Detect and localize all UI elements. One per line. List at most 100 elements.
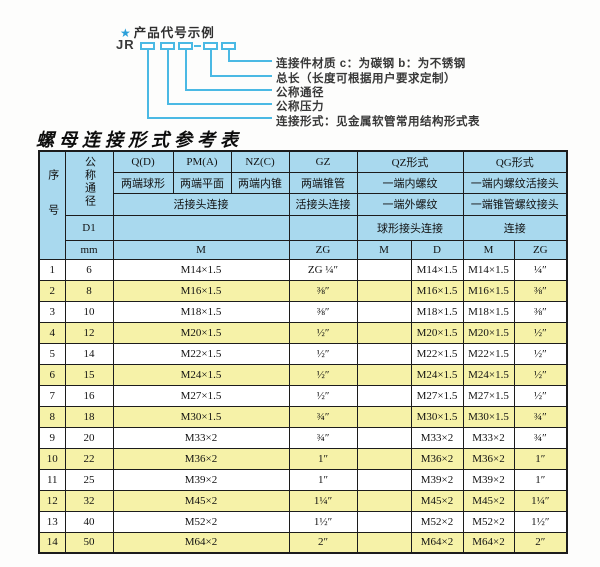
label-total-length: 总长（长度可根据用户要求定制） xyxy=(276,73,456,85)
cell-qg-zg: ½″ xyxy=(513,342,568,365)
cell-seq: 11 xyxy=(38,468,66,491)
header-unit-m-qz: M xyxy=(356,239,412,260)
nut-connection-reference-table: 序号 公称通径 Q(D) PM(A) NZ(C) GZ QZ形式 QG形式 两端… xyxy=(38,150,569,554)
cell-qz-m xyxy=(356,279,412,302)
connector-line-5 xyxy=(147,49,272,119)
cell-qz-m xyxy=(356,342,412,365)
header-external-thread-qz: 一端外螺纹 xyxy=(356,192,464,216)
cell-seq: 4 xyxy=(38,321,66,344)
header-nominal-diameter: 公称通径 xyxy=(64,150,114,216)
cell-qg-m: M18×1.5 xyxy=(462,300,515,323)
cell-gz-zg: ZG ¼″ xyxy=(288,258,358,281)
header-union-joint-gz: 活接头连接 xyxy=(288,192,358,216)
header-unit-d-qz: D xyxy=(410,239,464,260)
cell-gz-zg: 1¼″ xyxy=(288,489,358,512)
cell-qg-m: M52×2 xyxy=(462,510,515,533)
cell-m-thread: M18×1.5 xyxy=(112,300,290,323)
table-row: 13 40 M52×2 1½″ M52×2 M52×2 1½″ xyxy=(38,510,568,533)
cell-qg-m: M27×1.5 xyxy=(462,384,515,407)
cell-mm: 20 xyxy=(64,426,114,449)
cell-qg-zg: 1¼″ xyxy=(513,489,568,512)
cell-qz-m xyxy=(356,531,412,554)
cell-qg-m: M24×1.5 xyxy=(462,363,515,386)
cell-mm: 15 xyxy=(64,363,114,386)
label-nominal-diameter: 公称通径 xyxy=(276,87,324,99)
cell-seq: 6 xyxy=(38,363,66,386)
label-connector-material: 连接件材质 c：为碳钢 b：为不锈钢 xyxy=(276,58,466,70)
cell-m-thread: M36×2 xyxy=(112,447,290,470)
table-row: 1 6 M14×1.5 ZG ¼″ M14×1.5 M14×1.5 ¼″ xyxy=(38,258,568,281)
cell-m-thread: M14×1.5 xyxy=(112,258,290,281)
cell-qg-m: M14×1.5 xyxy=(462,258,515,281)
cell-qz-m xyxy=(356,489,412,512)
table-row: 12 32 M45×2 1¼″ M45×2 M45×2 1¼″ xyxy=(38,489,568,512)
cell-seq: 14 xyxy=(38,531,66,554)
cell-gz-zg: 1″ xyxy=(288,468,358,491)
header-ends-qz: 一端内螺纹 xyxy=(356,171,464,194)
cell-qg-m: M30×1.5 xyxy=(462,405,515,428)
connector-line-1 xyxy=(228,49,272,62)
header-empty-left xyxy=(112,214,290,241)
cell-qg-zg: ½″ xyxy=(513,321,568,344)
cell-m-thread: M39×2 xyxy=(112,468,290,491)
cell-mm: 16 xyxy=(64,384,114,407)
header-ends-qd: 两端球形 xyxy=(112,171,174,194)
cell-qz-d: M14×1.5 xyxy=(410,258,464,281)
header-unit-zg-qg: ZG xyxy=(513,239,568,260)
table-row: 8 18 M30×1.5 ¾″ M30×1.5 M30×1.5 ¾″ xyxy=(38,405,568,428)
cell-qz-d: M36×2 xyxy=(410,447,464,470)
cell-m-thread: M16×1.5 xyxy=(112,279,290,302)
cell-qg-zg: ⅜″ xyxy=(513,300,568,323)
table-row: 4 12 M20×1.5 ½″ M20×1.5 M20×1.5 ½″ xyxy=(38,321,568,344)
cell-mm: 18 xyxy=(64,405,114,428)
cell-qz-m xyxy=(356,447,412,470)
cell-qz-m xyxy=(356,510,412,533)
cell-qg-zg: ¾″ xyxy=(513,426,568,449)
header-empty-gz xyxy=(288,214,358,241)
cell-gz-zg: ½″ xyxy=(288,384,358,407)
cell-mm: 40 xyxy=(64,510,114,533)
header-seq: 序号 xyxy=(38,150,66,260)
cell-qz-d: M20×1.5 xyxy=(410,321,464,344)
header-ends-pma: 两端平面 xyxy=(172,171,232,194)
table-row: 5 14 M22×1.5 ½″ M22×1.5 M22×1.5 ½″ xyxy=(38,342,568,365)
cell-qz-d: M30×1.5 xyxy=(410,405,464,428)
cell-seq: 10 xyxy=(38,447,66,470)
cell-mm: 6 xyxy=(64,258,114,281)
cell-seq: 3 xyxy=(38,300,66,323)
table-row: 14 50 M64×2 2″ M64×2 M64×2 2″ xyxy=(38,531,568,554)
cell-qg-zg: ⅜″ xyxy=(513,279,568,302)
cell-mm: 10 xyxy=(64,300,114,323)
cell-m-thread: M52×2 xyxy=(112,510,290,533)
label-connection-form: 连接形式：见金属软管常用结构形式表 xyxy=(276,116,480,128)
cell-qg-m: M64×2 xyxy=(462,531,515,554)
cell-gz-zg: 1″ xyxy=(288,447,358,470)
cell-qz-d: M33×2 xyxy=(410,426,464,449)
cell-qg-zg: ½″ xyxy=(513,363,568,386)
cell-qz-d: M39×2 xyxy=(410,468,464,491)
cell-qg-zg: 1″ xyxy=(513,447,568,470)
table-header: 序号 公称通径 Q(D) PM(A) NZ(C) GZ QZ形式 QG形式 两端… xyxy=(38,150,568,260)
cell-qg-m: M16×1.5 xyxy=(462,279,515,302)
cell-m-thread: M22×1.5 xyxy=(112,342,290,365)
header-ends-qg: 一端内螺纹活接头 xyxy=(462,171,568,194)
table-row: 3 10 M18×1.5 ⅜″ M18×1.5 M18×1.5 ⅜″ xyxy=(38,300,568,323)
cell-qg-m: M39×2 xyxy=(462,468,515,491)
cell-m-thread: M27×1.5 xyxy=(112,384,290,407)
cell-seq: 12 xyxy=(38,489,66,512)
cell-m-thread: M24×1.5 xyxy=(112,363,290,386)
cell-gz-zg: ¾″ xyxy=(288,426,358,449)
cell-gz-zg: ½″ xyxy=(288,321,358,344)
cell-mm: 8 xyxy=(64,279,114,302)
cell-mm: 14 xyxy=(64,342,114,365)
diagram-heading-text: 产品代号示例 xyxy=(133,26,215,40)
cell-m-thread: M64×2 xyxy=(112,531,290,554)
connector-line-3 xyxy=(185,49,272,91)
label-nominal-pressure: 公称压力 xyxy=(276,101,324,113)
header-unit-m: M xyxy=(112,239,290,260)
code-dash xyxy=(194,45,201,47)
cell-qg-m: M36×2 xyxy=(462,447,515,470)
connector-line-2 xyxy=(210,49,272,77)
cell-qz-d: M27×1.5 xyxy=(410,384,464,407)
cell-qg-m: M22×1.5 xyxy=(462,342,515,365)
